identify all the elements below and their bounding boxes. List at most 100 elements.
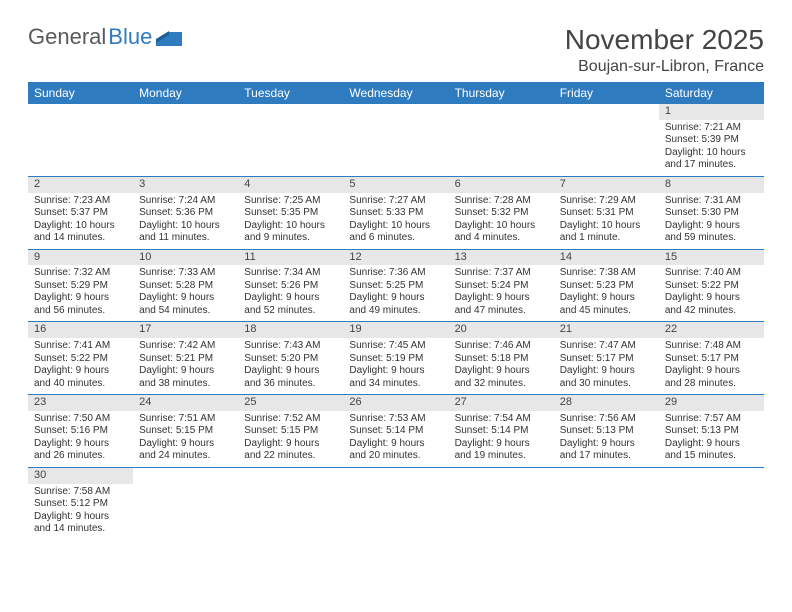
calendar-empty-cell	[133, 467, 238, 539]
day-body: Sunrise: 7:46 AMSunset: 5:18 PMDaylight:…	[449, 338, 554, 394]
weekday-header: Friday	[554, 82, 659, 104]
sunset-text: Sunset: 5:39 PM	[665, 134, 758, 147]
calendar-day-cell: 6Sunrise: 7:28 AMSunset: 5:32 PMDaylight…	[449, 176, 554, 249]
daylight-text: Daylight: 9 hours and 32 minutes.	[455, 365, 548, 390]
daylight-text: Daylight: 9 hours and 19 minutes.	[455, 438, 548, 463]
sunset-text: Sunset: 5:32 PM	[455, 207, 548, 220]
day-body: Sunrise: 7:34 AMSunset: 5:26 PMDaylight:…	[238, 265, 343, 321]
day-body: Sunrise: 7:51 AMSunset: 5:15 PMDaylight:…	[133, 411, 238, 467]
sunset-text: Sunset: 5:30 PM	[665, 207, 758, 220]
page-title: November 2025	[565, 24, 764, 56]
calendar-day-cell: 11Sunrise: 7:34 AMSunset: 5:26 PMDayligh…	[238, 249, 343, 322]
day-number: 27	[449, 395, 554, 411]
weekday-header: Saturday	[659, 82, 764, 104]
sunrise-text: Sunrise: 7:42 AM	[139, 340, 232, 353]
calendar-day-cell: 18Sunrise: 7:43 AMSunset: 5:20 PMDayligh…	[238, 322, 343, 395]
sunset-text: Sunset: 5:31 PM	[560, 207, 653, 220]
calendar-day-cell: 10Sunrise: 7:33 AMSunset: 5:28 PMDayligh…	[133, 249, 238, 322]
sunrise-text: Sunrise: 7:34 AM	[244, 267, 337, 280]
sunset-text: Sunset: 5:25 PM	[349, 280, 442, 293]
day-number: 13	[449, 250, 554, 266]
day-body: Sunrise: 7:31 AMSunset: 5:30 PMDaylight:…	[659, 193, 764, 249]
sunrise-text: Sunrise: 7:51 AM	[139, 413, 232, 426]
day-body: Sunrise: 7:28 AMSunset: 5:32 PMDaylight:…	[449, 193, 554, 249]
sunset-text: Sunset: 5:26 PM	[244, 280, 337, 293]
day-body: Sunrise: 7:23 AMSunset: 5:37 PMDaylight:…	[28, 193, 133, 249]
sunset-text: Sunset: 5:15 PM	[139, 425, 232, 438]
calendar-empty-cell	[238, 467, 343, 539]
calendar-empty-cell	[343, 104, 448, 176]
calendar-empty-cell	[343, 467, 448, 539]
sunrise-text: Sunrise: 7:31 AM	[665, 195, 758, 208]
daylight-text: Daylight: 10 hours and 14 minutes.	[34, 220, 127, 245]
day-body: Sunrise: 7:36 AMSunset: 5:25 PMDaylight:…	[343, 265, 448, 321]
sunrise-text: Sunrise: 7:33 AM	[139, 267, 232, 280]
calendar-day-cell: 3Sunrise: 7:24 AMSunset: 5:36 PMDaylight…	[133, 176, 238, 249]
day-number: 30	[28, 468, 133, 484]
daylight-text: Daylight: 9 hours and 38 minutes.	[139, 365, 232, 390]
calendar-empty-cell	[238, 104, 343, 176]
sunrise-text: Sunrise: 7:46 AM	[455, 340, 548, 353]
daylight-text: Daylight: 9 hours and 22 minutes.	[244, 438, 337, 463]
day-body: Sunrise: 7:21 AMSunset: 5:39 PMDaylight:…	[659, 120, 764, 176]
day-number: 12	[343, 250, 448, 266]
sunrise-text: Sunrise: 7:50 AM	[34, 413, 127, 426]
weekday-header: Thursday	[449, 82, 554, 104]
calendar-day-cell: 1Sunrise: 7:21 AMSunset: 5:39 PMDaylight…	[659, 104, 764, 176]
weekday-header: Wednesday	[343, 82, 448, 104]
daylight-text: Daylight: 9 hours and 20 minutes.	[349, 438, 442, 463]
sunrise-text: Sunrise: 7:52 AM	[244, 413, 337, 426]
day-body: Sunrise: 7:25 AMSunset: 5:35 PMDaylight:…	[238, 193, 343, 249]
weekday-header: Sunday	[28, 82, 133, 104]
calendar-empty-cell	[449, 104, 554, 176]
daylight-text: Daylight: 9 hours and 56 minutes.	[34, 292, 127, 317]
daylight-text: Daylight: 9 hours and 36 minutes.	[244, 365, 337, 390]
sunrise-text: Sunrise: 7:36 AM	[349, 267, 442, 280]
sunset-text: Sunset: 5:20 PM	[244, 353, 337, 366]
day-body: Sunrise: 7:53 AMSunset: 5:14 PMDaylight:…	[343, 411, 448, 467]
daylight-text: Daylight: 9 hours and 28 minutes.	[665, 365, 758, 390]
calendar-day-cell: 16Sunrise: 7:41 AMSunset: 5:22 PMDayligh…	[28, 322, 133, 395]
day-number: 26	[343, 395, 448, 411]
calendar-day-cell: 29Sunrise: 7:57 AMSunset: 5:13 PMDayligh…	[659, 395, 764, 468]
sunset-text: Sunset: 5:33 PM	[349, 207, 442, 220]
daylight-text: Daylight: 10 hours and 9 minutes.	[244, 220, 337, 245]
calendar-week: 30Sunrise: 7:58 AMSunset: 5:12 PMDayligh…	[28, 467, 764, 539]
daylight-text: Daylight: 9 hours and 49 minutes.	[349, 292, 442, 317]
calendar-week: 1Sunrise: 7:21 AMSunset: 5:39 PMDaylight…	[28, 104, 764, 176]
calendar-table: SundayMondayTuesdayWednesdayThursdayFrid…	[28, 82, 764, 540]
day-body: Sunrise: 7:42 AMSunset: 5:21 PMDaylight:…	[133, 338, 238, 394]
sunset-text: Sunset: 5:28 PM	[139, 280, 232, 293]
day-number: 20	[449, 322, 554, 338]
calendar-empty-cell	[554, 104, 659, 176]
calendar-head: SundayMondayTuesdayWednesdayThursdayFrid…	[28, 82, 764, 104]
day-number: 22	[659, 322, 764, 338]
day-number: 19	[343, 322, 448, 338]
sunrise-text: Sunrise: 7:47 AM	[560, 340, 653, 353]
daylight-text: Daylight: 9 hours and 26 minutes.	[34, 438, 127, 463]
calendar-day-cell: 7Sunrise: 7:29 AMSunset: 5:31 PMDaylight…	[554, 176, 659, 249]
daylight-text: Daylight: 10 hours and 17 minutes.	[665, 147, 758, 172]
daylight-text: Daylight: 9 hours and 17 minutes.	[560, 438, 653, 463]
daylight-text: Daylight: 10 hours and 4 minutes.	[455, 220, 548, 245]
day-number: 14	[554, 250, 659, 266]
weekday-header: Tuesday	[238, 82, 343, 104]
day-number: 9	[28, 250, 133, 266]
daylight-text: Daylight: 9 hours and 14 minutes.	[34, 511, 127, 536]
calendar-day-cell: 28Sunrise: 7:56 AMSunset: 5:13 PMDayligh…	[554, 395, 659, 468]
calendar-day-cell: 24Sunrise: 7:51 AMSunset: 5:15 PMDayligh…	[133, 395, 238, 468]
sunset-text: Sunset: 5:35 PM	[244, 207, 337, 220]
calendar-day-cell: 2Sunrise: 7:23 AMSunset: 5:37 PMDaylight…	[28, 176, 133, 249]
sunset-text: Sunset: 5:37 PM	[34, 207, 127, 220]
calendar-day-cell: 19Sunrise: 7:45 AMSunset: 5:19 PMDayligh…	[343, 322, 448, 395]
day-number: 2	[28, 177, 133, 193]
day-number: 3	[133, 177, 238, 193]
sunrise-text: Sunrise: 7:41 AM	[34, 340, 127, 353]
day-body: Sunrise: 7:54 AMSunset: 5:14 PMDaylight:…	[449, 411, 554, 467]
sunrise-text: Sunrise: 7:38 AM	[560, 267, 653, 280]
calendar-empty-cell	[133, 104, 238, 176]
weekday-header: Monday	[133, 82, 238, 104]
day-body: Sunrise: 7:52 AMSunset: 5:15 PMDaylight:…	[238, 411, 343, 467]
day-body: Sunrise: 7:29 AMSunset: 5:31 PMDaylight:…	[554, 193, 659, 249]
sunrise-text: Sunrise: 7:58 AM	[34, 486, 127, 499]
